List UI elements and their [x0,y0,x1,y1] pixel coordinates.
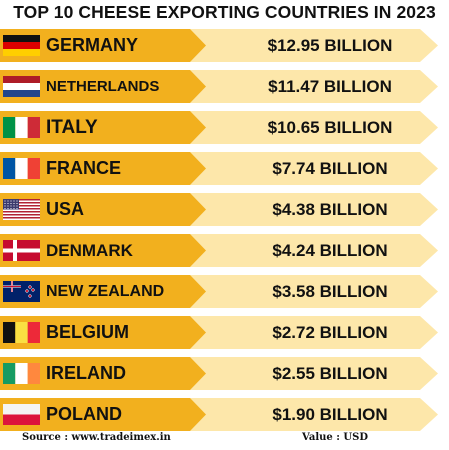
category-label: NETHERLANDS [46,78,160,95]
category-label: BELGIUM [46,322,129,342]
category-label: DENMARK [46,241,133,260]
value-band [160,234,438,267]
country-band [0,70,206,103]
data-label: $11.47 BILLION [268,77,392,96]
data-label: $10.65 BILLION [267,118,393,137]
poland-flag-icon [3,404,40,425]
bar [0,111,438,144]
data-label: $1.90 BILLION [272,405,388,424]
bar [0,193,438,226]
usa-flag-icon [3,199,40,220]
bar [0,234,438,267]
value-band [160,111,438,144]
denmark-flag-icon [3,240,40,261]
bar-row: FRANCE $7.74 BILLION [0,152,449,185]
value-band [160,152,438,185]
italy-flag-icon [3,117,40,138]
category-label: POLAND [46,404,122,424]
country-band [0,193,206,226]
bar-row: ITALY $10.65 BILLION [0,111,449,144]
bar-row: NEW ZEALAND $3.58 BILLION [0,275,449,308]
country-band [0,111,206,144]
country-band [0,316,206,349]
bar [0,398,438,431]
data-label: $2.55 BILLION [272,364,388,383]
value-band [160,316,438,349]
data-label: $12.95 BILLION [267,36,393,55]
france-flag-icon [3,158,40,179]
category-label: GERMANY [46,35,139,55]
ireland-flag-icon [3,363,40,384]
chart-title: TOP 10 CHEESE EXPORTING COUNTRIES IN 202… [13,2,436,22]
country-band [0,275,206,308]
data-label: $3.58 BILLION [272,282,388,301]
source-note: Source : www.tradeimex.in [22,432,171,443]
value-band [160,357,438,390]
country-band [0,357,206,390]
data-label: $2.72 BILLION [272,323,388,342]
new-zealand-flag-icon [3,281,40,302]
bar-row: NETHERLANDS $11.47 BILLION [0,70,449,103]
chart-area: GERMANY $12.95 BILLION NETHERLANDS $11.47 B… [0,29,449,431]
country-band [0,234,206,267]
data-label: $4.24 BILLION [272,241,388,260]
bar [0,357,438,390]
unit-note: Value : USD [302,432,369,443]
category-label: FRANCE [46,158,121,178]
category-label: NEW ZEALAND [46,283,165,300]
bar [0,275,438,308]
category-label: ITALY [46,117,98,138]
value-band [160,29,438,62]
bar-row: IRELAND $2.55 BILLION [0,357,449,390]
country-band [0,29,206,62]
value-band [160,70,438,103]
bar-row: GERMANY $12.95 BILLION [0,29,449,62]
netherlands-flag-icon [3,76,40,97]
bar [0,316,438,349]
category-label: IRELAND [46,363,126,383]
bar-row: USA $4.38 BILLION [0,193,449,226]
bar-row: POLAND $1.90 BILLION [0,398,449,431]
data-label: $4.38 BILLION [272,200,388,219]
bar-row: BELGIUM $2.72 BILLION [0,316,449,349]
country-band [0,398,206,431]
bar [0,29,438,62]
data-label: $7.74 BILLION [272,159,388,178]
value-band [160,193,438,226]
germany-flag-icon [3,35,40,56]
value-band [160,398,438,431]
category-label: USA [46,199,85,219]
bar [0,70,438,103]
country-band [0,152,206,185]
belgium-flag-icon [3,322,40,343]
bar [0,152,438,185]
bar-row: DENMARK $4.24 BILLION [0,234,449,267]
value-band [160,275,438,308]
